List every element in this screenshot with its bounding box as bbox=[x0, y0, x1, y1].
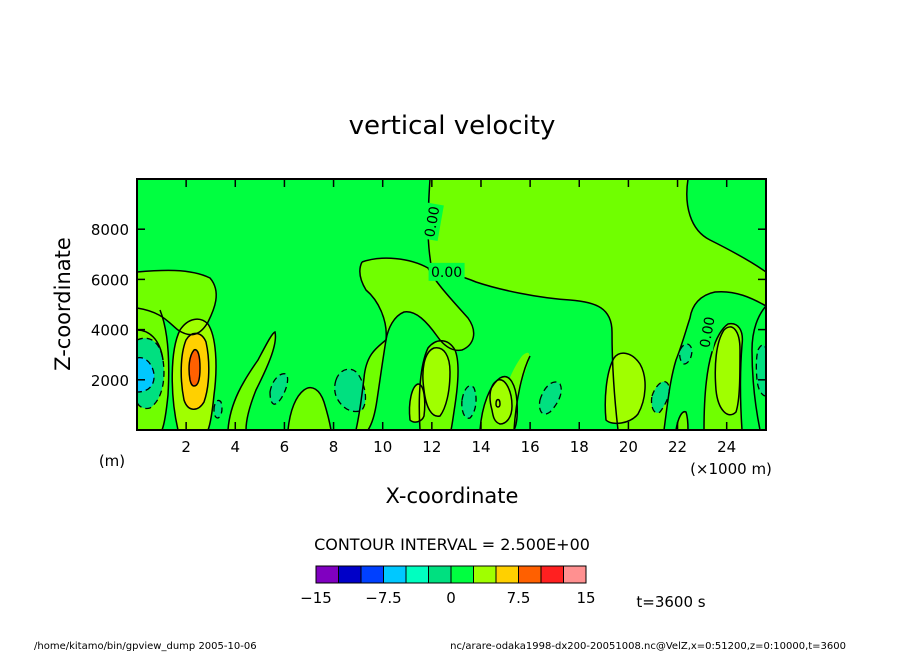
colorbar: −15 −7.5 0 7.5 15 bbox=[300, 565, 596, 607]
y-tick-label: 6000 bbox=[91, 271, 129, 289]
negative-core-x0 bbox=[137, 357, 155, 392]
colorbar-swatch bbox=[450, 565, 474, 584]
colorbar-tick-label: −7.5 bbox=[365, 589, 401, 607]
x-tick-label: 22 bbox=[668, 438, 687, 456]
negative-region-x22 bbox=[679, 344, 692, 364]
time-label: t=3600 s bbox=[636, 593, 705, 611]
footer-left: /home/kitamo/bin/gpview_dump 2005-10-06 bbox=[34, 641, 257, 652]
positive-core-x2-level10 bbox=[189, 349, 200, 386]
y-tick-label: 2000 bbox=[91, 372, 129, 390]
colorbar-swatch bbox=[518, 565, 542, 584]
contour-label: 0.00 bbox=[422, 205, 443, 238]
x-axis-unit: (×1000 m) bbox=[690, 460, 772, 478]
y-axis-unit: (m) bbox=[99, 452, 125, 470]
x-tick-label: 12 bbox=[422, 438, 441, 456]
contour-label-background bbox=[428, 262, 465, 281]
x-tick-label: 16 bbox=[521, 438, 540, 456]
positive-region-middle bbox=[356, 258, 474, 430]
positive-region-upper-right bbox=[428, 179, 766, 430]
plot-frame bbox=[136, 178, 767, 431]
colorbar-tick-label: 0 bbox=[446, 589, 456, 607]
colorbar-tick-label: 15 bbox=[576, 589, 595, 607]
colorbar-tick-label: 7.5 bbox=[507, 589, 531, 607]
contour-label: 0.00 bbox=[697, 316, 718, 349]
contour-labels: 0.00 0.00 0.00 bbox=[419, 202, 720, 352]
x-tick-label: 24 bbox=[717, 438, 736, 456]
positive-lobe-x3 bbox=[228, 332, 276, 430]
negative-region-x3 bbox=[214, 400, 222, 418]
positive-core-x15 bbox=[490, 379, 512, 424]
colorbar-swatch bbox=[428, 565, 452, 584]
x-tick-label: 10 bbox=[373, 438, 392, 456]
colorbar-swatch bbox=[360, 565, 384, 584]
y-tick-label: 4000 bbox=[91, 322, 129, 340]
contour-interval-label: CONTOUR INTERVAL = 2.500E+00 bbox=[314, 535, 590, 554]
negative-region-x9 bbox=[334, 369, 366, 412]
positive-core-x24 bbox=[715, 326, 740, 415]
footer-right: nc/arare-odaka1998-dx200-20051008.nc@Vel… bbox=[450, 641, 846, 652]
negative-region-x21 bbox=[651, 381, 670, 413]
contour-label: 0.00 bbox=[431, 265, 462, 281]
contour-plot-area: 0.00 0.00 0.00 bbox=[136, 178, 767, 431]
x-tick-label: 8 bbox=[329, 438, 339, 456]
negative-contours bbox=[136, 337, 767, 419]
colorbar-swatch bbox=[338, 565, 362, 584]
x-tick-label: 20 bbox=[619, 438, 638, 456]
x-tick-label: 14 bbox=[471, 438, 490, 456]
positive-lobe-x7 bbox=[288, 387, 331, 430]
colorbar-swatch bbox=[563, 565, 587, 584]
x-axis-label: X-coordinate bbox=[386, 484, 519, 508]
positive-core-x12 bbox=[422, 347, 450, 417]
negative-region-x25 bbox=[756, 344, 766, 396]
colorbar-swatch bbox=[383, 565, 407, 584]
x-tick-label: 2 bbox=[181, 438, 191, 456]
x-tick-label: 4 bbox=[231, 438, 241, 456]
x-tick-label: 18 bbox=[570, 438, 589, 456]
colorbar-tick-label: −15 bbox=[300, 589, 332, 607]
positive-lobe-x22 bbox=[676, 411, 688, 430]
negative-region-x13 bbox=[461, 385, 477, 419]
colorbar-swatch bbox=[495, 565, 519, 584]
chart-title: vertical velocity bbox=[349, 111, 556, 141]
colorbar-swatch bbox=[405, 565, 429, 584]
y-axis-label: Z-coordinate bbox=[51, 237, 75, 371]
colorbar-swatch bbox=[540, 565, 564, 584]
colorbar-swatch bbox=[473, 565, 497, 584]
contour-label-background bbox=[419, 202, 444, 241]
positive-core-x11 bbox=[409, 384, 425, 423]
x-tick-label: 6 bbox=[280, 438, 290, 456]
contour-label-background bbox=[695, 312, 720, 352]
colorbar-swatch bbox=[315, 565, 339, 584]
y-tick-label: 8000 bbox=[91, 221, 129, 239]
